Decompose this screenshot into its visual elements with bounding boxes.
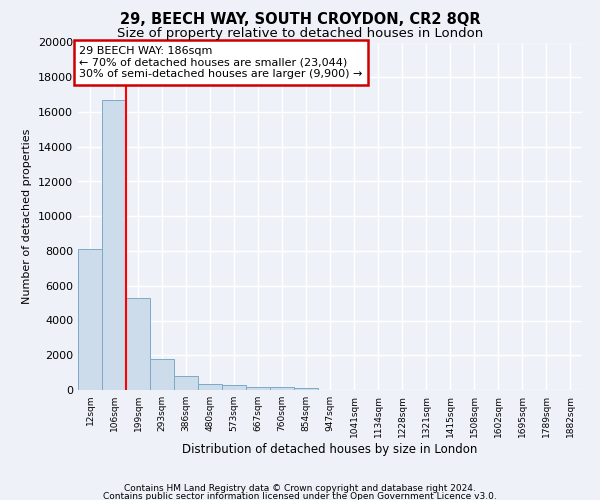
Text: Size of property relative to detached houses in London: Size of property relative to detached ho… [117,28,483,40]
Bar [78,250,102,390]
Text: Contains public sector information licensed under the Open Government Licence v3: Contains public sector information licen… [103,492,497,500]
Bar [222,385,246,390]
Bar [270,386,294,390]
Y-axis label: Number of detached properties: Number of detached properties [22,128,32,304]
Text: 29 BEECH WAY: 186sqm
← 70% of detached houses are smaller (23,044)
30% of semi-d: 29 BEECH WAY: 186sqm ← 70% of detached h… [79,46,362,79]
Bar [198,384,222,390]
X-axis label: Distribution of detached houses by size in London: Distribution of detached houses by size … [182,442,478,456]
Bar [174,376,198,390]
Text: 29, BEECH WAY, SOUTH CROYDON, CR2 8QR: 29, BEECH WAY, SOUTH CROYDON, CR2 8QR [119,12,481,28]
Bar [126,298,150,390]
Text: Contains HM Land Registry data © Crown copyright and database right 2024.: Contains HM Land Registry data © Crown c… [124,484,476,493]
Bar [246,386,270,390]
Bar [294,388,318,390]
Bar [150,358,174,390]
Bar [102,100,126,390]
